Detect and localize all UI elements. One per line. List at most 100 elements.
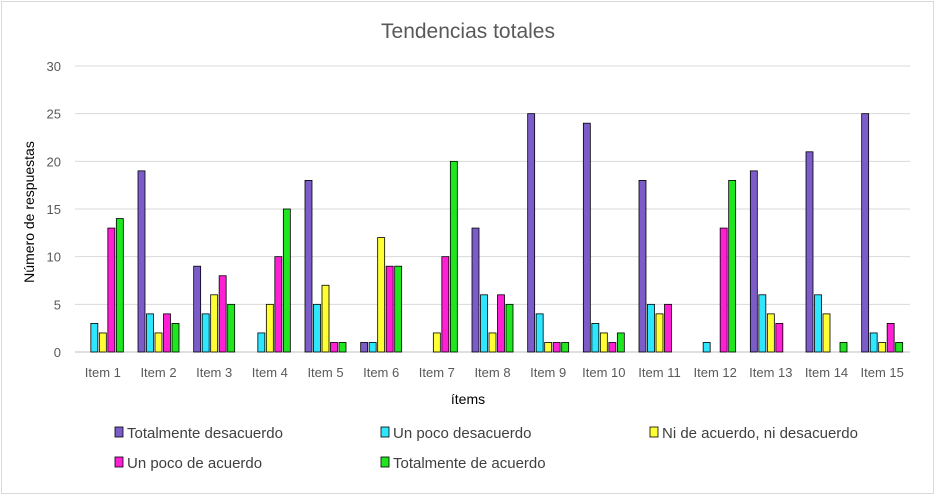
legend-label: Totalmente de acuerdo bbox=[393, 455, 546, 472]
bar bbox=[90, 322, 99, 353]
bar bbox=[599, 332, 608, 353]
y-axis-label: Número de respuestas bbox=[21, 141, 37, 283]
bar bbox=[137, 170, 146, 353]
y-tick-label: 10 bbox=[47, 250, 61, 265]
legend-swatch bbox=[649, 426, 659, 438]
legend-label: Totalmente desacuerdo bbox=[127, 425, 283, 442]
bar bbox=[728, 179, 737, 353]
chart-title: Tendencias totales bbox=[381, 20, 555, 43]
legend-swatch bbox=[114, 456, 124, 468]
bar bbox=[441, 256, 450, 353]
x-tick-label: Item 12 bbox=[693, 365, 736, 380]
bar bbox=[895, 342, 904, 353]
bar bbox=[702, 342, 711, 353]
bar bbox=[591, 322, 600, 353]
y-tick-label: 25 bbox=[47, 107, 61, 122]
x-tick-label: Item 6 bbox=[363, 365, 399, 380]
bar bbox=[385, 265, 394, 353]
x-tick-label: Item 1 bbox=[85, 365, 121, 380]
x-tick-label: Item 3 bbox=[196, 365, 232, 380]
bar bbox=[368, 342, 377, 353]
bar bbox=[638, 179, 647, 353]
bar bbox=[201, 313, 210, 353]
y-tick-label: 20 bbox=[47, 154, 61, 169]
y-tick-label: 30 bbox=[47, 59, 61, 74]
x-tick-label: Item 13 bbox=[749, 365, 792, 380]
bar bbox=[805, 151, 814, 353]
y-tick-label: 15 bbox=[47, 202, 61, 217]
legend-swatch bbox=[380, 456, 390, 468]
bar bbox=[878, 342, 887, 353]
bar bbox=[839, 342, 848, 353]
bar bbox=[304, 179, 313, 353]
y-tick-label: 5 bbox=[54, 297, 61, 312]
bar bbox=[257, 332, 266, 353]
legend-label: Ni de acuerdo, ni desacuerdo bbox=[662, 425, 858, 442]
y-tick-labels: 0 5 10 15 20 25 30 bbox=[47, 59, 61, 360]
y-tick-label: 0 bbox=[54, 345, 61, 360]
bar bbox=[886, 322, 895, 353]
bar bbox=[330, 342, 338, 353]
bar bbox=[471, 227, 480, 353]
bar bbox=[360, 342, 369, 353]
bar bbox=[497, 294, 505, 353]
legend-swatch bbox=[380, 426, 390, 438]
x-tick-label: Item 4 bbox=[252, 365, 288, 380]
bar bbox=[582, 122, 591, 353]
bar bbox=[527, 113, 536, 353]
bar bbox=[814, 294, 822, 353]
bars bbox=[90, 113, 904, 353]
bar bbox=[171, 322, 180, 353]
bar bbox=[274, 256, 283, 353]
bar bbox=[193, 265, 202, 353]
legend-label: Un poco de acuerdo bbox=[127, 455, 262, 472]
bar bbox=[338, 342, 347, 353]
x-tick-label: Item 8 bbox=[474, 365, 510, 380]
x-tick-label: Item 7 bbox=[419, 365, 455, 380]
bar bbox=[552, 342, 561, 353]
bar bbox=[321, 284, 330, 353]
bar bbox=[608, 342, 617, 353]
bar bbox=[664, 303, 672, 353]
bar bbox=[282, 208, 291, 353]
x-tick-label: Item 10 bbox=[582, 365, 625, 380]
bar bbox=[766, 313, 775, 353]
bar bbox=[758, 294, 767, 353]
bar bbox=[394, 265, 403, 353]
bar bbox=[749, 170, 758, 353]
bar bbox=[107, 227, 116, 353]
bar bbox=[227, 303, 236, 353]
bar bbox=[775, 322, 784, 353]
bar bbox=[146, 313, 154, 353]
bar bbox=[210, 294, 219, 353]
bar bbox=[488, 332, 497, 353]
x-tick-labels: Item 1 Item 2 Item 3 Item 4 Item 5 Item 6 Item… bbox=[85, 365, 904, 380]
legend-label: Un poco desacuerdo bbox=[393, 425, 531, 442]
bar bbox=[265, 303, 274, 353]
bar bbox=[544, 342, 553, 353]
x-tick-label: Item 14 bbox=[805, 365, 848, 380]
bar bbox=[377, 237, 386, 353]
bar bbox=[719, 227, 728, 353]
bar bbox=[432, 332, 441, 353]
bar bbox=[505, 303, 514, 353]
bar bbox=[154, 332, 163, 353]
x-tick-label: Item 15 bbox=[860, 365, 903, 380]
bar bbox=[655, 313, 664, 353]
bar bbox=[98, 332, 107, 353]
bar bbox=[869, 332, 878, 353]
bar bbox=[163, 313, 171, 353]
x-tick-label: Item 11 bbox=[638, 365, 680, 380]
bar bbox=[861, 113, 870, 353]
bar bbox=[822, 313, 831, 353]
x-tick-label: Item 2 bbox=[140, 365, 176, 380]
x-tick-label: Item 5 bbox=[307, 365, 343, 380]
bar bbox=[218, 275, 227, 353]
x-tick-label: Item 9 bbox=[530, 365, 566, 380]
bar bbox=[313, 303, 321, 353]
legend-swatch bbox=[114, 426, 124, 438]
bar bbox=[616, 332, 625, 353]
bar bbox=[115, 218, 124, 353]
